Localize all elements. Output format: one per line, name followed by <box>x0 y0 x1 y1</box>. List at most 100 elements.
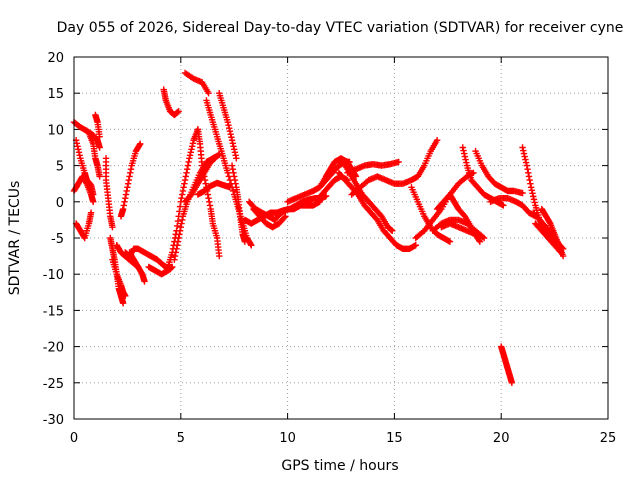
data-point <box>526 176 533 184</box>
series-track-03 <box>70 173 97 205</box>
data-point <box>520 150 528 157</box>
data-point <box>247 240 254 248</box>
series-track-42 <box>487 194 539 220</box>
data-point <box>231 176 239 184</box>
series-track-06 <box>92 111 103 140</box>
data-point <box>184 166 191 173</box>
plot-frame <box>73 56 609 420</box>
data-point <box>181 176 189 184</box>
data-point <box>181 180 188 187</box>
data-point <box>460 147 467 154</box>
data-point <box>188 143 196 150</box>
data-point <box>226 124 233 132</box>
data-point <box>248 242 255 249</box>
data-point <box>186 152 194 159</box>
x-tick-label: 0 <box>70 431 78 446</box>
data-point <box>519 189 526 197</box>
data-point <box>546 219 553 226</box>
data-point <box>73 140 81 147</box>
data-point <box>412 242 419 249</box>
series-track-29 <box>316 155 360 191</box>
data-point <box>206 198 213 205</box>
data-point <box>500 202 507 209</box>
data-point <box>525 169 532 177</box>
data-point <box>75 146 82 153</box>
series-track-33 <box>344 158 402 177</box>
data-point <box>175 234 182 242</box>
series-track-13 <box>122 245 174 273</box>
x-tick-label: 15 <box>386 431 403 446</box>
data-point <box>205 194 212 202</box>
y-tick-label: -10 <box>43 268 64 283</box>
series-track-20 <box>194 179 234 198</box>
x-axis-label: GPS time / hours <box>281 458 398 474</box>
data-point <box>122 292 129 300</box>
data-point <box>179 191 186 198</box>
data-point <box>479 233 486 240</box>
data-point <box>179 187 187 195</box>
data-point <box>126 173 133 180</box>
data-point <box>232 152 239 159</box>
data-point <box>121 198 128 205</box>
x-tick-label: 5 <box>177 431 185 446</box>
data-point <box>230 143 237 150</box>
data-point <box>177 223 184 231</box>
data-point <box>96 133 103 140</box>
data-point <box>174 222 181 230</box>
data-point <box>527 180 534 187</box>
data-point <box>109 223 116 231</box>
y-tick-label: 15 <box>47 87 64 102</box>
series-track-23 <box>216 90 240 162</box>
data-point <box>122 191 130 198</box>
data-point <box>522 159 530 166</box>
data-point <box>178 194 185 202</box>
data-point <box>178 220 185 227</box>
data-point <box>520 147 527 154</box>
data-point <box>204 191 212 198</box>
data-point <box>136 141 143 149</box>
data-point <box>224 118 231 126</box>
data-point <box>281 214 288 221</box>
data-point <box>127 169 134 177</box>
data-point <box>120 202 128 209</box>
series-track-43 <box>498 343 516 386</box>
data-point <box>198 162 206 169</box>
series-track-21 <box>181 155 219 205</box>
data-point <box>172 249 180 256</box>
data-point <box>96 173 103 180</box>
data-point <box>476 238 484 245</box>
series-track-47 <box>538 205 565 256</box>
data-point <box>282 213 289 220</box>
series-track-35 <box>408 184 454 245</box>
data-point <box>231 149 239 156</box>
data-point <box>184 162 192 169</box>
data-point <box>475 237 483 244</box>
series-track-15 <box>160 86 182 119</box>
data-point <box>463 159 470 166</box>
data-point <box>171 252 179 260</box>
data-point <box>459 144 466 151</box>
data-point <box>189 140 197 147</box>
grid <box>74 57 608 419</box>
data-point <box>171 256 178 263</box>
data-point <box>316 198 323 205</box>
data-point <box>216 252 223 260</box>
data-point <box>82 179 90 186</box>
data-point <box>233 155 240 162</box>
x-tick-label: 20 <box>493 431 510 446</box>
series-track-32 <box>339 158 396 234</box>
data-point <box>460 150 468 157</box>
data-point <box>527 184 535 191</box>
data-point <box>231 146 238 153</box>
axis-ticks: 0 5 10 15 20 25 20 15 10 5 0 -5 -10 -15 -20 -25 -30 <box>43 51 617 446</box>
data-point <box>226 128 234 135</box>
data-point <box>528 187 536 194</box>
data-point <box>229 187 237 195</box>
series-track-18 <box>181 69 212 97</box>
x-tick-label: 25 <box>600 431 617 446</box>
data-point <box>122 194 129 202</box>
data-point <box>180 184 187 191</box>
series-track-27 <box>250 205 289 231</box>
data-point <box>225 121 232 129</box>
data-point <box>228 134 235 141</box>
